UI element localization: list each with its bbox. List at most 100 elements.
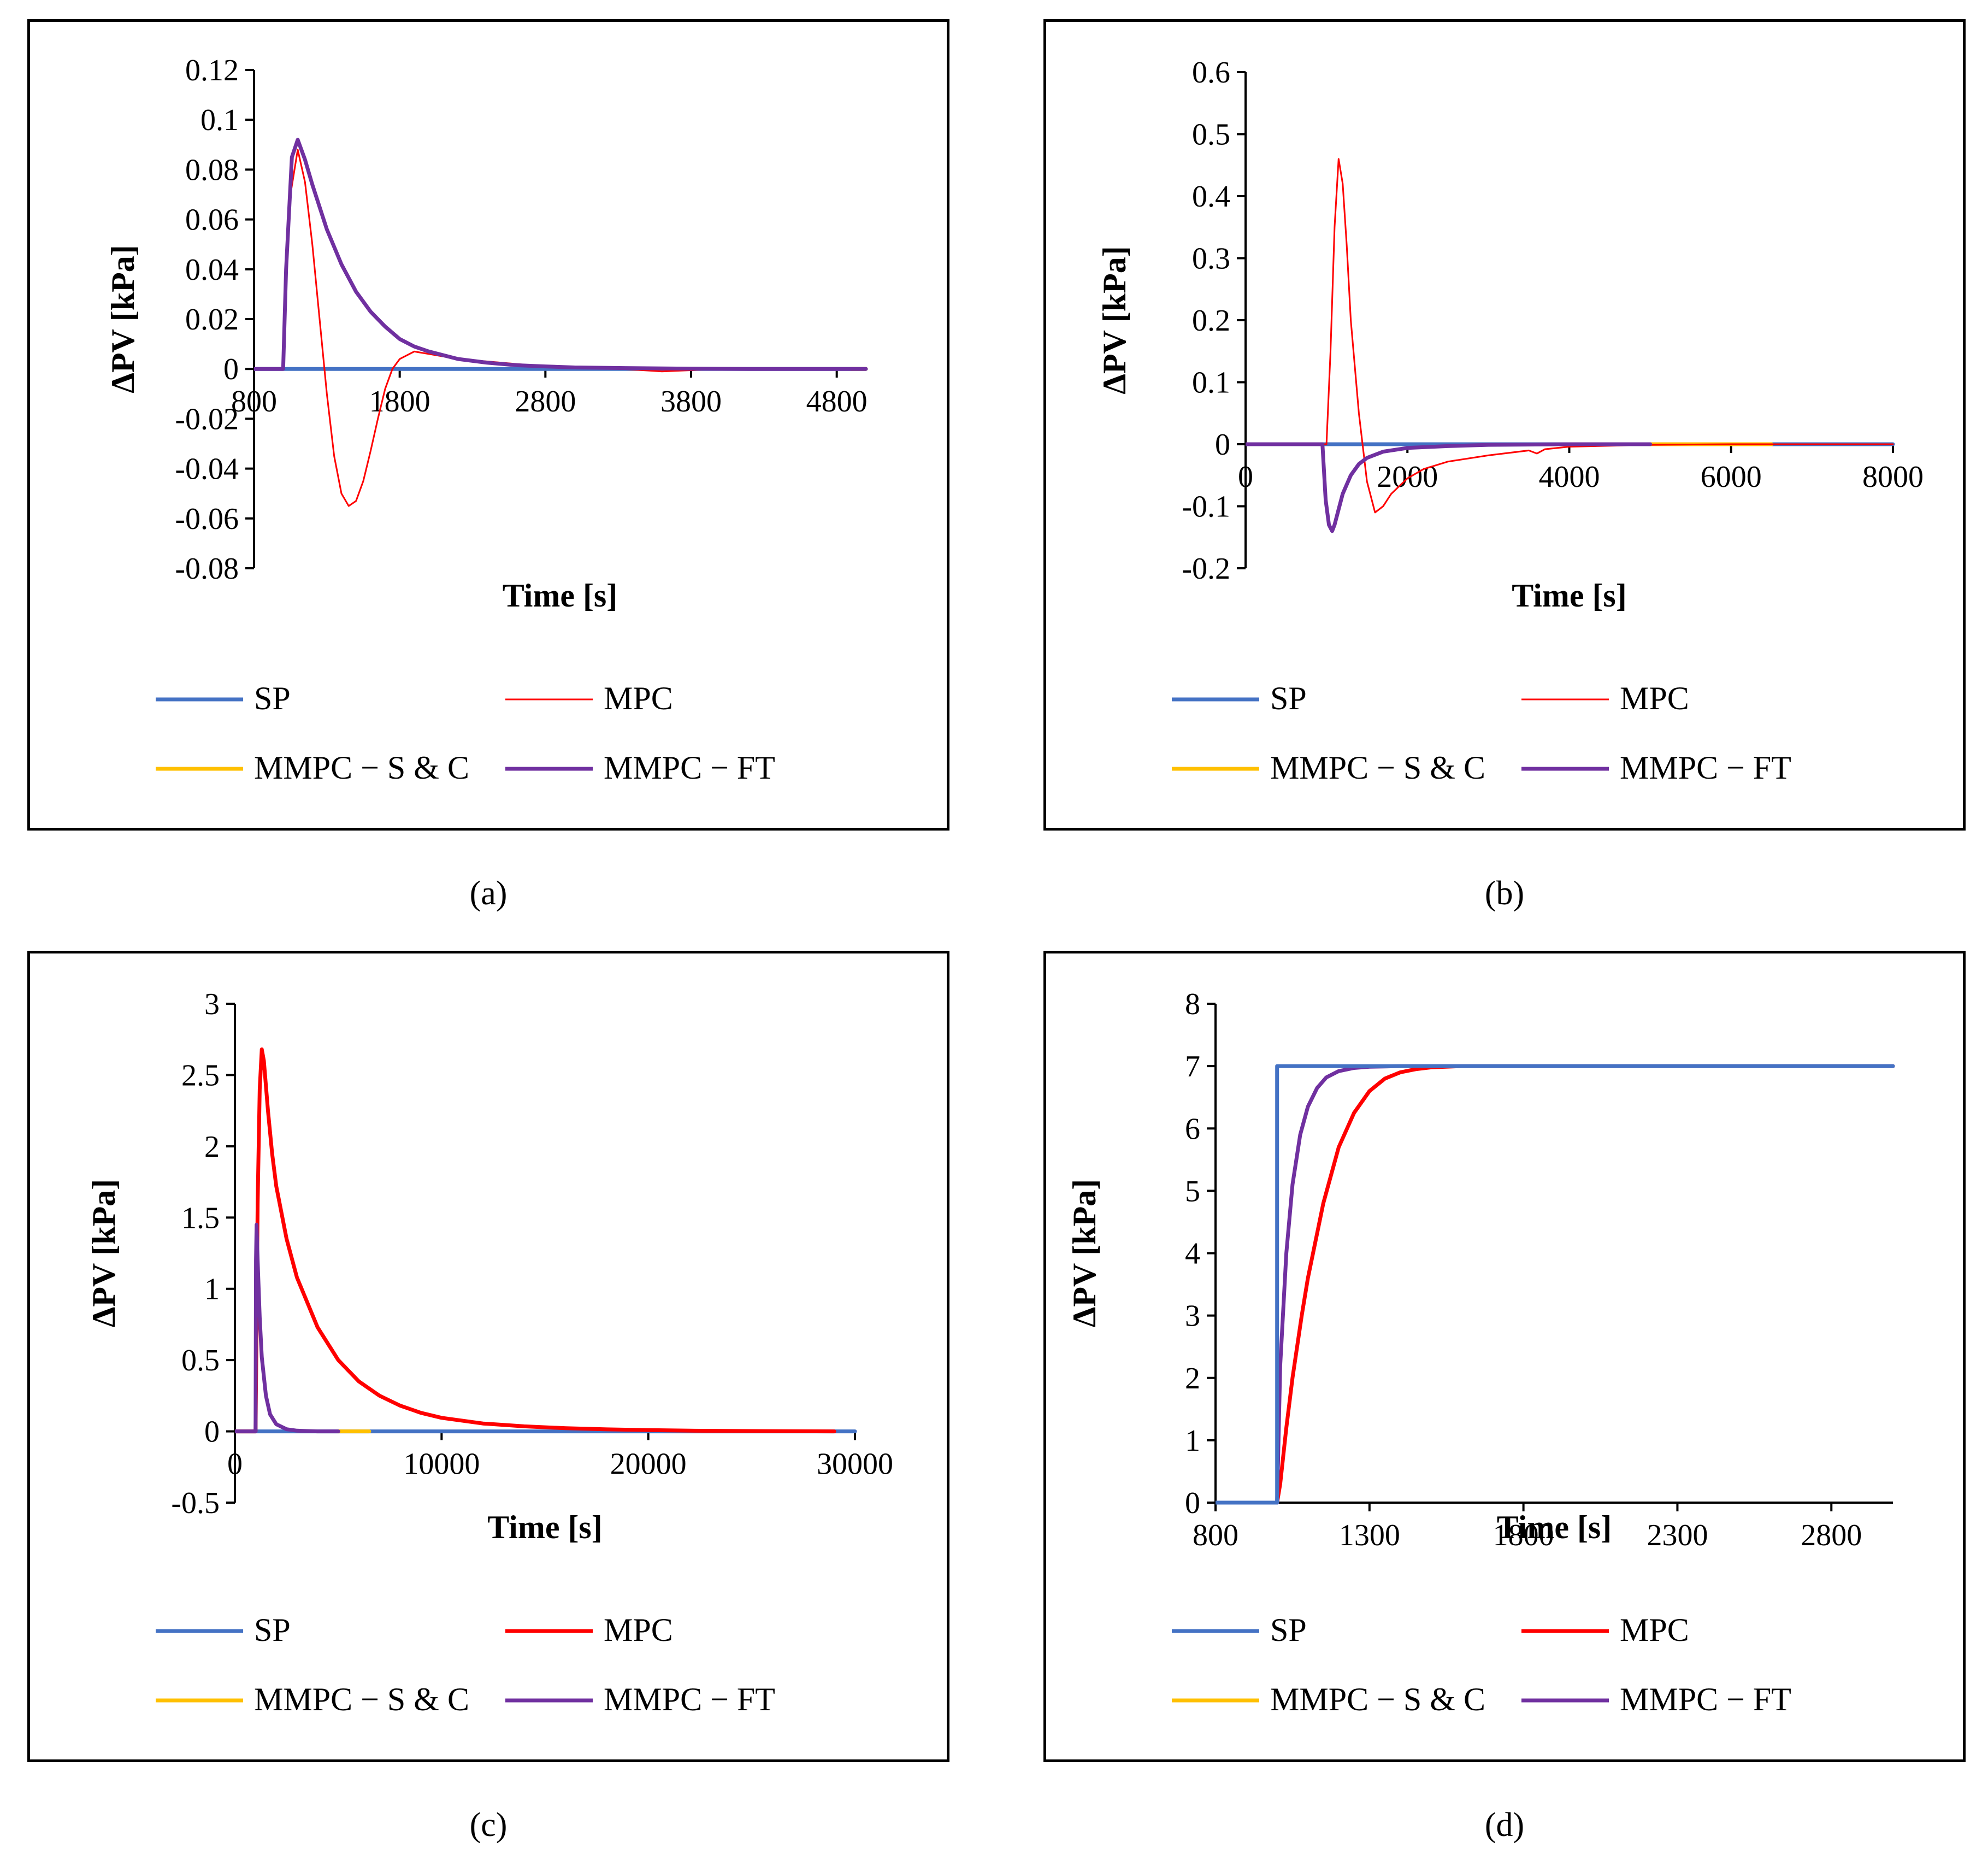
legend-label: MMPC − FT	[1620, 1681, 1791, 1717]
x-tick-label: 30000	[817, 1447, 893, 1481]
y-tick-label: 1	[204, 1273, 220, 1306]
legend-label: MMPC − S & C	[254, 750, 469, 786]
caption-c: (c)	[469, 1806, 508, 1844]
y-tick-label: 3	[204, 987, 220, 1021]
x-tick-label: 3800	[660, 385, 722, 419]
y-tick-label: 2	[1185, 1362, 1200, 1396]
series-line-mmpc-ft	[1246, 442, 1653, 533]
y-tick-label: 2.5	[181, 1058, 220, 1092]
chart-svg-b: -0.2-0.100.10.20.30.40.50.60 2000 4000 6000…	[1096, 56, 1924, 786]
y-tick-label: -0.5	[171, 1486, 220, 1520]
legend-label: MMPC − FT	[1620, 750, 1791, 786]
chart-svg-d: 0 1 2 3 4 5 6 7 8 800 1300 1800 2300 2800 Time [s] ΔPV …	[1066, 987, 1895, 1717]
y-tick-label: -0.1	[1182, 490, 1230, 524]
y-tick-label: 0.5	[181, 1344, 220, 1377]
x-tick-label: 800	[1193, 1518, 1238, 1552]
y-tick-label: 0.1	[200, 103, 239, 137]
x-tick-label: 0	[227, 1447, 243, 1481]
x-axis-label: Time [s]	[1512, 578, 1627, 614]
chart-panel-d: 0 1 2 3 4 5 6 7 8 800 1300 1800 2300 2800 Time [s] ΔPV …	[1043, 951, 1966, 1762]
legend-label: SP	[1270, 680, 1307, 716]
caption-a: (a)	[469, 875, 508, 912]
x-tick-label: 800	[231, 385, 277, 419]
y-tick-label: 7	[1185, 1050, 1200, 1084]
y-tick-label: 0.4	[1192, 180, 1230, 214]
series-line-mpc	[235, 1047, 836, 1434]
chart-panel-a: -0.08 -0.06 -0.04 -0.02 0 0.02 0.04 0.06 0.08 0.1…	[27, 19, 949, 831]
legend-label: MMPC − S & C	[1270, 1681, 1485, 1717]
y-axis-label: ΔPV [kPa]	[1066, 1179, 1102, 1328]
y-tick-label: -0.02	[175, 402, 239, 436]
chart-svg-a: -0.08 -0.06 -0.04 -0.02 0 0.02 0.04 0.06 0.08 0.1…	[105, 54, 868, 786]
series-line-mmpc-ft	[254, 138, 868, 371]
y-tick-label: 0.04	[185, 253, 239, 287]
legend-label: SP	[254, 1612, 291, 1648]
y-tick-label: -0.04	[175, 452, 239, 486]
y-tick-label: 0.12	[185, 54, 239, 87]
y-tick-label: -0.08	[175, 552, 239, 586]
x-tick-label: 2000	[1377, 460, 1438, 494]
x-tick-label: 2800	[515, 385, 576, 419]
legend-label: MPC	[1620, 1612, 1689, 1648]
legend-label: MMPC − FT	[604, 750, 775, 786]
y-tick-label: 0	[1185, 1486, 1200, 1520]
x-tick-label: 2800	[1801, 1518, 1862, 1552]
y-axis-label: ΔPV [kPa]	[105, 245, 141, 393]
legend-label: MPC	[1620, 680, 1689, 716]
series-line-mpc	[1246, 158, 1894, 514]
x-tick-label: 4000	[1539, 460, 1600, 494]
y-tick-label: 0.06	[185, 203, 239, 237]
x-tick-label: 1300	[1339, 1518, 1400, 1552]
legend-label: MPC	[604, 1612, 673, 1648]
series-line-mpc	[254, 149, 867, 507]
x-tick-label: 4800	[806, 385, 868, 419]
x-tick-label: 10000	[403, 1447, 480, 1481]
x-tick-label: 8000	[1862, 460, 1924, 494]
caption-b: (b)	[1484, 875, 1525, 912]
x-tick-label: 6000	[1701, 460, 1762, 494]
x-tick-label: 2300	[1647, 1518, 1708, 1552]
y-tick-label: 5	[1185, 1174, 1200, 1208]
chart-panel-c: -0.5 0 0.5 1 1.5 2 2.5 3 0 10000 20000 30000 Time [s…	[27, 951, 949, 1762]
y-tick-label: 1	[1185, 1424, 1200, 1458]
y-tick-label: 0.5	[1192, 118, 1230, 152]
y-tick-label: 0	[204, 1415, 220, 1449]
x-axis-label: Time [s]	[503, 578, 618, 614]
y-tick-label: 4	[1185, 1237, 1200, 1271]
series-line-mmpc-ft	[1216, 1064, 1895, 1505]
y-tick-label: 2	[204, 1130, 220, 1164]
y-tick-label: 0.02	[185, 303, 239, 337]
y-tick-label: 0.6	[1192, 56, 1230, 90]
x-tick-label: 1800	[1493, 1518, 1554, 1552]
legend-label: SP	[1270, 1612, 1307, 1648]
y-axis-label: ΔPV [kPa]	[86, 1179, 122, 1328]
y-tick-label: 0.2	[1192, 304, 1230, 338]
y-tick-label: 0	[1215, 428, 1230, 462]
y-tick-label: 1.5	[181, 1201, 220, 1235]
series-line-sp	[1216, 1064, 1895, 1505]
legend-label: MMPC − S & C	[1270, 750, 1485, 786]
x-axis-label: Time [s]	[1497, 1509, 1612, 1545]
y-tick-label: 0.08	[185, 153, 239, 187]
y-tick-label: 3	[1185, 1299, 1200, 1333]
y-tick-label: 0	[223, 352, 239, 386]
series-line-mpc	[1216, 1064, 1895, 1505]
legend-label: MMPC − S & C	[254, 1681, 469, 1717]
y-tick-label: 0.3	[1192, 242, 1230, 276]
x-tick-label: 0	[1238, 460, 1253, 494]
y-tick-label: 6	[1185, 1112, 1200, 1146]
series-line-mmpc-ft	[235, 1222, 340, 1434]
caption-d: (d)	[1484, 1806, 1525, 1844]
y-axis-label: ΔPV [kPa]	[1096, 246, 1132, 395]
legend-label: SP	[254, 680, 291, 716]
y-tick-label: -0.06	[175, 502, 239, 536]
chart-panel-b: -0.2 -0.1 0 0.1 0.2 0.3 0.4 0.5 0.6 0 2000 4000 6000…	[1043, 19, 1966, 831]
x-axis-label: Time [s]	[487, 1509, 603, 1545]
y-tick-label: -0.2	[1182, 552, 1230, 586]
legend-label: MPC	[604, 680, 673, 716]
y-tick-label: 0.1	[1192, 366, 1230, 400]
legend-label: MMPC − FT	[604, 1681, 775, 1717]
x-tick-label: 20000	[610, 1447, 687, 1481]
y-tick-label: 8	[1185, 987, 1200, 1021]
